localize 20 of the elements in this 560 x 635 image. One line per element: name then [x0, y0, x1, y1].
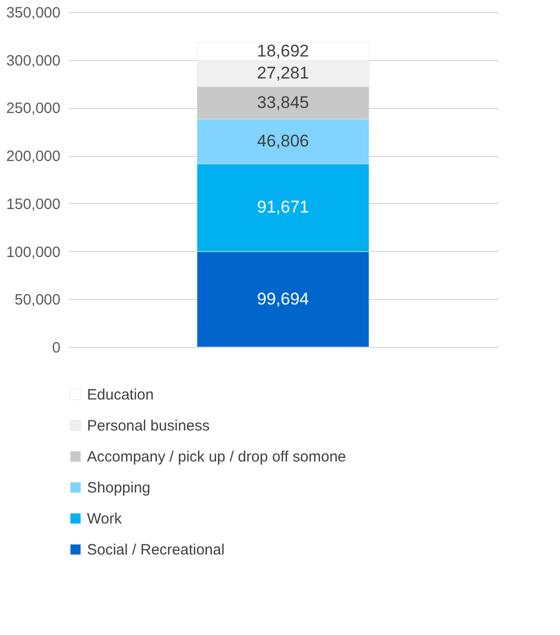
y-tick-label: 100,000: [6, 244, 60, 261]
data-label: 33,845: [257, 92, 309, 112]
legend-label: Social / Recreational: [87, 542, 225, 558]
legend-label: Education: [87, 386, 154, 404]
data-label: 18,692: [257, 42, 309, 61]
y-tick-label: 250,000: [6, 100, 60, 118]
legend-label: Personal business: [87, 418, 210, 434]
data-label: 46,806: [257, 131, 309, 150]
legend-label: Work: [87, 510, 122, 528]
legend-label: Accompany / pick up / drop off somone: [87, 448, 346, 466]
y-tick-label: 0: [52, 340, 60, 356]
y-tick-label: 300,000: [6, 52, 60, 70]
y-tick-label: 50,000: [14, 292, 60, 309]
data-label: 99,694: [257, 289, 309, 308]
y-tick-label: 350,000: [6, 4, 60, 22]
y-tick-label: 200,000: [6, 148, 60, 166]
data-label: 91,671: [257, 198, 309, 217]
y-tick-label: 150,000: [6, 196, 60, 213]
data-label: 27,281: [257, 64, 309, 83]
legend-label: Shopping: [87, 480, 150, 496]
